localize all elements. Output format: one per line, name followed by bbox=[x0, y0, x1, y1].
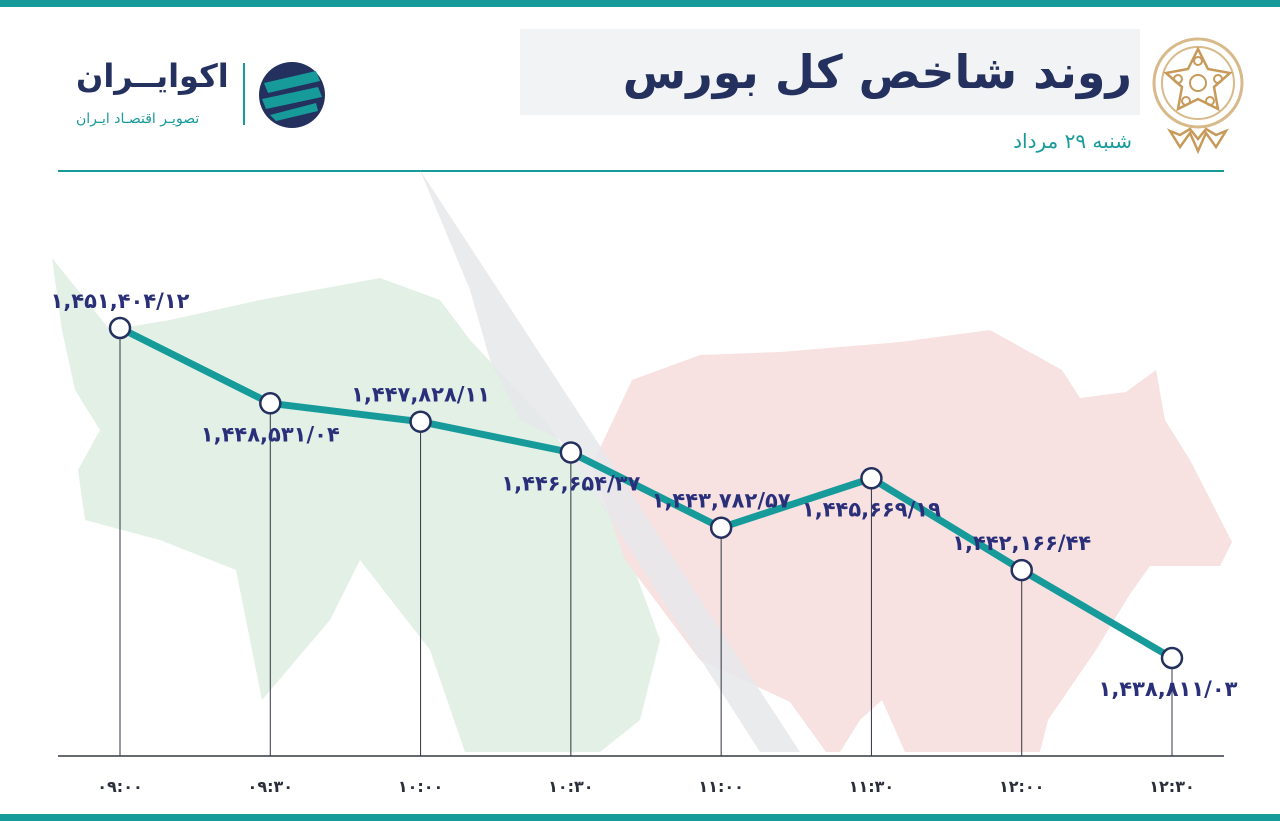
x-tick-label: ۱۰:۳۰ bbox=[548, 777, 593, 796]
arrow-silhouette bbox=[420, 170, 800, 752]
background-illustration bbox=[52, 170, 1232, 752]
data-point bbox=[409, 410, 432, 433]
data-point bbox=[108, 316, 132, 340]
tehran-stock-exchange-emblem-icon bbox=[1152, 37, 1244, 155]
brand-name: اکوایــران bbox=[76, 57, 229, 95]
data-point bbox=[259, 392, 282, 415]
data-value-label: ۱,۴۵۱,۴۰۴/۱۲ bbox=[51, 289, 190, 313]
data-points bbox=[108, 316, 1184, 670]
data-value-label: ۱,۴۴۲,۱۶۶/۴۴ bbox=[952, 531, 1091, 555]
data-value-label: ۱,۴۴۷,۸۲۸/۱۱ bbox=[351, 383, 490, 407]
data-value-label: ۱,۴۴۶,۶۵۴/۳۷ bbox=[501, 471, 640, 495]
data-value-label: ۱,۴۴۳,۷۸۲/۵۷ bbox=[652, 489, 791, 513]
data-point bbox=[860, 467, 883, 490]
guide-lines bbox=[119, 328, 1173, 756]
x-tick-labels: ۰۹:۰۰ ۰۹:۳۰ ۱۰:۰۰ ۱۰:۳۰ ۱۱:۰۰ ۱۱:۳۰ ۱۲:۰۰ ۱۲:۳۰ bbox=[97, 777, 1194, 796]
bear-silhouette bbox=[592, 330, 1232, 752]
x-tick-label: ۱۱:۳۰ bbox=[849, 777, 894, 796]
data-point bbox=[1160, 646, 1184, 670]
x-tick-label: ۱۲:۰۰ bbox=[999, 777, 1044, 796]
brand-tagline: تصویـر اقتصـاد ایـران bbox=[76, 111, 200, 127]
index-series-line bbox=[116, 324, 1176, 662]
top-border bbox=[0, 0, 1280, 7]
x-tick-label: ۰۹:۳۰ bbox=[248, 777, 293, 796]
value-labels: ۱,۴۵۱,۴۰۴/۱۲ ۱,۴۴۸,۵۳۱/۰۴ ۱,۴۴۷,۸۲۸/۱۱ ۱,۴۴… bbox=[51, 289, 1238, 701]
date-subtitle: شنبه ۲۹ مرداد bbox=[1013, 129, 1132, 153]
x-tick-label: ۰۹:۰۰ bbox=[97, 777, 142, 796]
ecoiran-logo-icon bbox=[259, 62, 325, 128]
brand-divider bbox=[243, 63, 245, 125]
data-point bbox=[709, 516, 733, 539]
header: روند شاخص کل بورس شنبه ۲۹ مرداد اکوایــر… bbox=[0, 7, 1280, 172]
bull-silhouette bbox=[52, 258, 660, 752]
data-value-label: ۱,۴۴۵,۶۶۹/۱۹ bbox=[802, 497, 941, 521]
bottom-border bbox=[0, 814, 1280, 821]
x-tick-label: ۱۱:۰۰ bbox=[698, 777, 743, 796]
data-point bbox=[559, 441, 583, 464]
data-point bbox=[1010, 558, 1033, 582]
title-background bbox=[520, 29, 1140, 115]
x-tick-label: ۱۰:۰۰ bbox=[398, 777, 443, 796]
data-value-label: ۱,۴۳۸,۸۱۱/۰۳ bbox=[1099, 677, 1238, 701]
data-value-label: ۱,۴۴۸,۵۳۱/۰۴ bbox=[201, 422, 340, 446]
page-title: روند شاخص کل بورس bbox=[622, 45, 1132, 99]
header-divider bbox=[58, 170, 1224, 172]
x-tick-label: ۱۲:۳۰ bbox=[1149, 777, 1194, 796]
